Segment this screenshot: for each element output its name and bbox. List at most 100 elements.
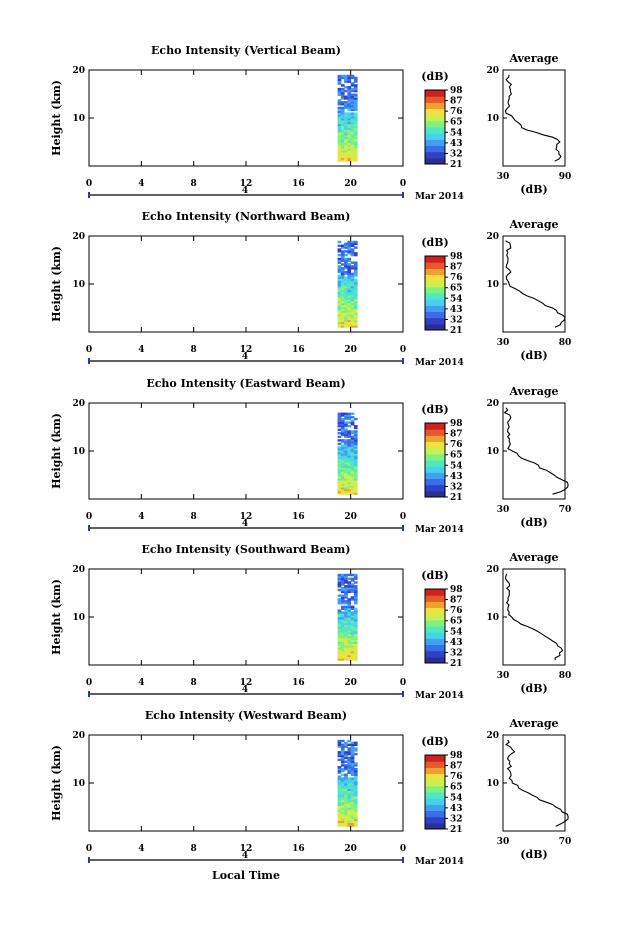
colorbar-tick-label: 32 — [450, 315, 463, 325]
heatmap-cell — [340, 471, 345, 474]
heatmap-cell — [340, 293, 345, 296]
average-x-tick-label: 80 — [559, 671, 572, 681]
heatmap-cell — [344, 246, 348, 249]
heatmap-cell — [353, 626, 358, 629]
x-tick-label: 8 — [191, 345, 197, 355]
heatmap-cell — [350, 412, 355, 415]
heatmap-cell — [347, 739, 352, 743]
heatmap-cell — [344, 428, 348, 431]
heatmap-cell — [353, 624, 358, 627]
heatmap-cell — [353, 314, 358, 317]
heatmap-cell — [344, 282, 348, 285]
heatmap-cell — [340, 421, 345, 424]
colorbar-swatch — [425, 108, 445, 116]
heatmap-cell — [337, 658, 342, 661]
heatmap-cell — [347, 414, 352, 417]
heatmap-cell — [350, 476, 355, 479]
heatmap-cell — [337, 421, 342, 424]
heatmap-cell — [350, 741, 355, 745]
heatmap-cell — [340, 112, 345, 115]
heatmap-cell — [337, 769, 342, 773]
heatmap-cell — [350, 274, 355, 277]
y-tick-label: 10 — [72, 114, 85, 124]
average-title: Average — [508, 218, 558, 231]
heatmap-cell — [347, 784, 352, 788]
heatmap-cell — [340, 280, 345, 283]
heatmap-cell — [340, 308, 345, 311]
colorbar-tick-label: 54 — [450, 461, 463, 471]
heatmap-cell — [337, 125, 342, 128]
heatmap-cell — [347, 149, 352, 153]
heatmap-cell — [350, 240, 355, 244]
heatmap-cell — [337, 579, 342, 582]
heatmap-cell — [337, 87, 342, 91]
heatmap-cell — [353, 658, 358, 661]
heatmap-cell — [353, 647, 358, 650]
heatmap-cell — [347, 611, 352, 614]
heatmap-cell — [344, 602, 348, 605]
heatmap-cell — [347, 814, 352, 818]
heatmap-cell — [344, 125, 348, 128]
heatmap-cell — [337, 598, 342, 601]
heatmap-cell — [347, 159, 352, 162]
heatmap-cell — [337, 142, 342, 145]
heatmap-cell — [353, 253, 358, 257]
heatmap-cell — [350, 278, 355, 281]
heatmap-cell — [347, 289, 352, 292]
heatmap-cell — [337, 490, 342, 493]
heatmap-cell — [340, 818, 345, 822]
heatmap-cell — [340, 658, 345, 661]
heatmap-cell — [337, 308, 342, 311]
heatmap-cell — [344, 451, 348, 454]
heatmap-cell — [344, 312, 348, 315]
heatmap-cell — [353, 287, 358, 291]
heatmap-cell — [337, 321, 342, 324]
average-title: Average — [508, 385, 558, 398]
heatmap-cell — [340, 573, 345, 577]
heatmap-cell — [340, 449, 345, 453]
heatmap-cell — [340, 633, 345, 637]
average-x-tick-label: 70 — [559, 505, 572, 515]
heatmap-cell — [344, 453, 348, 456]
colorbar-swatch — [425, 638, 445, 645]
heatmap-cell — [350, 314, 355, 317]
heatmap-cell — [347, 630, 352, 633]
heatmap-cell — [353, 643, 358, 646]
heatmap-cell — [340, 244, 345, 247]
heatmap-cell — [347, 104, 352, 108]
heatmap-cell — [344, 579, 348, 582]
heatmap-cell — [353, 261, 358, 264]
heatmap-cell — [353, 467, 358, 470]
heatmap-cell — [353, 293, 358, 296]
heatmap-cell — [353, 432, 358, 435]
heatmap-cell — [340, 492, 345, 495]
heatmap-cell — [353, 809, 358, 812]
heatmap-cell — [340, 615, 345, 618]
colorbar-swatch — [425, 280, 445, 288]
heatmap-cell — [344, 121, 348, 125]
heatmap-cell — [344, 474, 348, 477]
heatmap-cell — [353, 129, 358, 132]
heatmap-cell — [344, 624, 348, 627]
heatmap-cell — [344, 430, 348, 433]
heatmap-cell — [337, 455, 342, 458]
heatmap-cell — [353, 485, 358, 488]
heatmap-cell — [347, 469, 352, 472]
heatmap-cell — [347, 652, 352, 656]
heatmap-cell — [344, 588, 348, 592]
heatmap-cell — [347, 788, 352, 791]
heatmap-cell — [350, 442, 355, 446]
heatmap-cell — [347, 811, 352, 814]
heatmap-cell — [347, 138, 352, 142]
average-y-tick-label: 10 — [486, 447, 499, 457]
heatmap-cell — [337, 155, 342, 158]
colorbar-swatch — [425, 601, 445, 608]
heatmap-cell — [353, 458, 358, 461]
heatmap-cell — [340, 439, 345, 442]
colorbar-tick-label: 87 — [450, 430, 463, 440]
heatmap-cell — [340, 255, 345, 259]
heatmap-cell — [337, 752, 342, 756]
heatmap-cell — [344, 263, 348, 266]
heatmap-cell — [344, 76, 348, 80]
heatmap-cell — [340, 483, 345, 486]
